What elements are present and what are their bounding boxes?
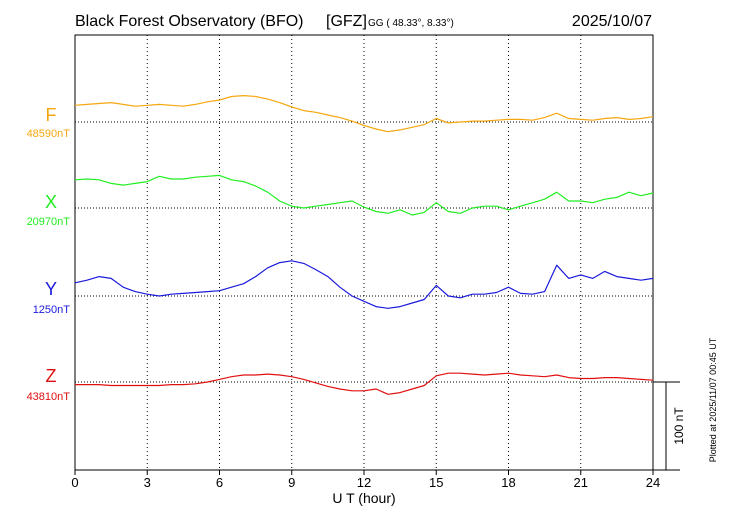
x-axis: 0 3 6 9 12 15 18 21 24	[71, 470, 660, 490]
x-tick-label: 24	[646, 475, 660, 490]
date-label: 2025/10/07	[572, 13, 652, 30]
baselines	[75, 121, 653, 383]
x-tick-label: 6	[216, 475, 223, 490]
series-baseline-label-z: 43810nT	[27, 391, 71, 403]
x-tick-label: 18	[501, 475, 515, 490]
scale-bar: 100 nT	[653, 381, 686, 471]
series-name-z: Z	[46, 366, 57, 386]
series-group	[74, 94, 654, 395]
x-tick-label: 21	[574, 475, 588, 490]
series-name-f: F	[46, 105, 57, 125]
series-labels: F 48590nT X 20970nT Y 1250nT Z 43810nT	[27, 105, 71, 403]
plot-frame	[74, 34, 654, 471]
coordinates-label: GG ( 48.33°, 8.33°)	[368, 18, 454, 29]
x-axis-label: U T (hour)	[332, 490, 395, 506]
grid	[146, 35, 582, 470]
series-line-f	[74, 94, 654, 133]
x-tick-label: 3	[144, 475, 151, 490]
x-tick-label: 12	[357, 475, 371, 490]
series-name-y: Y	[45, 279, 57, 299]
series-baseline-label-f: 48590nT	[27, 128, 71, 140]
series-baseline-label-x: 20970nT	[27, 216, 71, 228]
series-line-z	[75, 372, 654, 395]
x-tick-label: 15	[429, 475, 443, 490]
series-line-y	[74, 260, 654, 309]
series-baseline-label-y: 1250nT	[33, 304, 71, 316]
x-tick-label: 9	[288, 475, 295, 490]
org-label: [GFZ]	[326, 13, 367, 30]
x-tick-label: 0	[71, 475, 78, 490]
station-title: Black Forest Observatory (BFO)	[75, 13, 304, 30]
scale-bar-label: 100 nT	[672, 407, 686, 445]
series-line-x	[74, 174, 654, 216]
series-name-x: X	[45, 192, 57, 212]
plotted-at-note: Plotted at 2025/11/07 00:45 UT	[708, 337, 718, 462]
